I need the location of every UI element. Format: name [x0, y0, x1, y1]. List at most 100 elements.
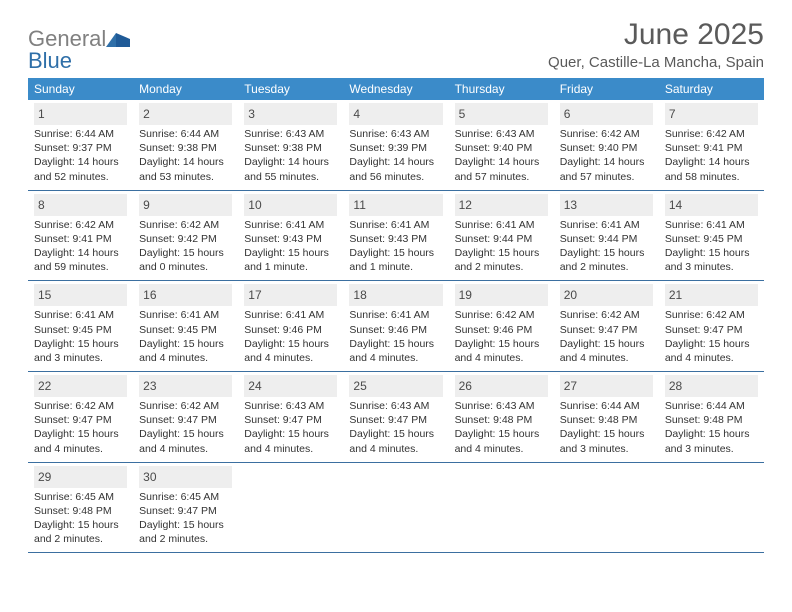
day-number-row: 18: [349, 284, 442, 306]
calendar-day: 8Sunrise: 6:42 AMSunset: 9:41 PMDaylight…: [28, 191, 133, 281]
day-number-row: 10: [244, 194, 337, 216]
day-number: 21: [669, 288, 682, 302]
brand-part2: Blue: [28, 48, 72, 73]
daylight-text: Daylight: 14 hours: [349, 155, 442, 169]
daylight-text: Daylight: 15 hours: [139, 337, 232, 351]
calendar-day: 7Sunrise: 6:42 AMSunset: 9:41 PMDaylight…: [659, 100, 764, 190]
daylight-text-2: and 56 minutes.: [349, 170, 442, 184]
daylight-text: Daylight: 15 hours: [349, 337, 442, 351]
calendar-day-blank: [449, 463, 554, 553]
day-number-row: 8: [34, 194, 127, 216]
daylight-text-2: and 59 minutes.: [34, 260, 127, 274]
daylight-text-2: and 57 minutes.: [455, 170, 548, 184]
sunrise-text: Sunrise: 6:42 AM: [34, 399, 127, 413]
sunrise-text: Sunrise: 6:43 AM: [455, 399, 548, 413]
page: GeneralBlue June 2025 Quer, Castille-La …: [0, 0, 792, 553]
day-number: 10: [248, 198, 261, 212]
sunrise-text: Sunrise: 6:42 AM: [455, 308, 548, 322]
day-number: 22: [38, 379, 51, 393]
logo-flag-icon: [106, 31, 132, 49]
day-number: 8: [38, 198, 45, 212]
day-number-row: 21: [665, 284, 758, 306]
weekday-sunday: Sunday: [28, 78, 133, 100]
calendar-week: 8Sunrise: 6:42 AMSunset: 9:41 PMDaylight…: [28, 191, 764, 282]
daylight-text-2: and 3 minutes.: [560, 442, 653, 456]
location: Quer, Castille-La Mancha, Spain: [548, 54, 764, 71]
calendar-day: 16Sunrise: 6:41 AMSunset: 9:45 PMDayligh…: [133, 281, 238, 371]
calendar-day: 21Sunrise: 6:42 AMSunset: 9:47 PMDayligh…: [659, 281, 764, 371]
title-block: June 2025 Quer, Castille-La Mancha, Spai…: [548, 18, 764, 71]
day-number-row: 7: [665, 103, 758, 125]
sunset-text: Sunset: 9:47 PM: [34, 413, 127, 427]
day-number: 4: [353, 107, 360, 121]
daylight-text-2: and 4 minutes.: [455, 442, 548, 456]
daylight-text: Daylight: 15 hours: [34, 337, 127, 351]
day-number-row: 25: [349, 375, 442, 397]
daylight-text-2: and 3 minutes.: [34, 351, 127, 365]
daylight-text: Daylight: 15 hours: [665, 427, 758, 441]
calendar-day: 29Sunrise: 6:45 AMSunset: 9:48 PMDayligh…: [28, 463, 133, 553]
calendar-day-blank: [343, 463, 448, 553]
sunrise-text: Sunrise: 6:42 AM: [560, 127, 653, 141]
daylight-text: Daylight: 15 hours: [665, 246, 758, 260]
calendar-day: 9Sunrise: 6:42 AMSunset: 9:42 PMDaylight…: [133, 191, 238, 281]
sunrise-text: Sunrise: 6:41 AM: [560, 218, 653, 232]
sunset-text: Sunset: 9:47 PM: [244, 413, 337, 427]
daylight-text: Daylight: 15 hours: [455, 337, 548, 351]
sunset-text: Sunset: 9:37 PM: [34, 141, 127, 155]
calendar-week: 1Sunrise: 6:44 AMSunset: 9:37 PMDaylight…: [28, 100, 764, 191]
daylight-text-2: and 4 minutes.: [244, 442, 337, 456]
sunset-text: Sunset: 9:42 PM: [139, 232, 232, 246]
daylight-text-2: and 1 minute.: [244, 260, 337, 274]
day-number: 15: [38, 288, 51, 302]
calendar-day-blank: [659, 463, 764, 553]
day-number: 23: [143, 379, 156, 393]
calendar-day: 30Sunrise: 6:45 AMSunset: 9:47 PMDayligh…: [133, 463, 238, 553]
daylight-text: Daylight: 15 hours: [560, 246, 653, 260]
day-number: 24: [248, 379, 261, 393]
daylight-text-2: and 57 minutes.: [560, 170, 653, 184]
day-number: 3: [248, 107, 255, 121]
sunrise-text: Sunrise: 6:44 AM: [665, 399, 758, 413]
sunset-text: Sunset: 9:40 PM: [455, 141, 548, 155]
sunset-text: Sunset: 9:48 PM: [34, 504, 127, 518]
sunrise-text: Sunrise: 6:41 AM: [244, 218, 337, 232]
daylight-text: Daylight: 15 hours: [455, 246, 548, 260]
calendar-day: 23Sunrise: 6:42 AMSunset: 9:47 PMDayligh…: [133, 372, 238, 462]
calendar-day: 2Sunrise: 6:44 AMSunset: 9:38 PMDaylight…: [133, 100, 238, 190]
calendar-week: 22Sunrise: 6:42 AMSunset: 9:47 PMDayligh…: [28, 372, 764, 463]
daylight-text-2: and 2 minutes.: [455, 260, 548, 274]
sunrise-text: Sunrise: 6:41 AM: [34, 308, 127, 322]
weekday-tuesday: Tuesday: [238, 78, 343, 100]
sunset-text: Sunset: 9:41 PM: [34, 232, 127, 246]
day-number: 1: [38, 107, 45, 121]
calendar-day: 12Sunrise: 6:41 AMSunset: 9:44 PMDayligh…: [449, 191, 554, 281]
daylight-text-2: and 4 minutes.: [560, 351, 653, 365]
sunrise-text: Sunrise: 6:43 AM: [455, 127, 548, 141]
calendar-day-blank: [238, 463, 343, 553]
weeks-container: 1 Sunrise: 6:44 AM Sunset: 9:37 PM Daylight…: [28, 100, 764, 553]
daylight-text: Daylight: 15 hours: [34, 427, 127, 441]
sunrise-text: Sunrise: 6:43 AM: [349, 127, 442, 141]
sunrise-text: Sunrise: 6:45 AM: [139, 490, 232, 504]
daylight-text: Daylight: 15 hours: [139, 518, 232, 532]
calendar-day: 24Sunrise: 6:43 AMSunset: 9:47 PMDayligh…: [238, 372, 343, 462]
sunrise-text: Sunrise: 6:45 AM: [34, 490, 127, 504]
day-number-row: 24: [244, 375, 337, 397]
sunset-text: Sunset: 9:38 PM: [244, 141, 337, 155]
day-number-row: 2: [139, 103, 232, 125]
calendar-day: 26Sunrise: 6:43 AMSunset: 9:48 PMDayligh…: [449, 372, 554, 462]
sunset-text: Sunset: 9:47 PM: [139, 504, 232, 518]
header: GeneralBlue June 2025 Quer, Castille-La …: [28, 18, 764, 72]
calendar-day: 25Sunrise: 6:43 AMSunset: 9:47 PMDayligh…: [343, 372, 448, 462]
daylight-text: Daylight: 15 hours: [244, 337, 337, 351]
day-number: 6: [564, 107, 571, 121]
day-number: 9: [143, 198, 150, 212]
daylight-text: Daylight: 14 hours: [34, 246, 127, 260]
calendar-day: 10Sunrise: 6:41 AMSunset: 9:43 PMDayligh…: [238, 191, 343, 281]
day-number-row: 3: [244, 103, 337, 125]
calendar-day: 20Sunrise: 6:42 AMSunset: 9:47 PMDayligh…: [554, 281, 659, 371]
daylight-text: Daylight: 14 hours: [455, 155, 548, 169]
daylight-text: Daylight: 14 hours: [139, 155, 232, 169]
sunset-text: Sunset: 9:41 PM: [665, 141, 758, 155]
